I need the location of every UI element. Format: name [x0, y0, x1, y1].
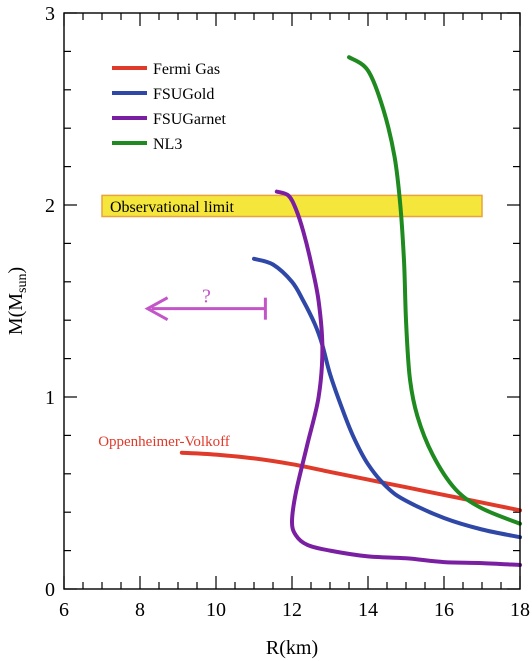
legend-label-fsugold: FSUGold: [153, 86, 214, 103]
x-tick-label: 6: [59, 599, 69, 621]
observational-limit-band: Observational limit: [101, 194, 483, 218]
legend-label-fermi-gas: Fermi Gas: [153, 61, 220, 78]
x-tick-label: 8: [135, 599, 145, 621]
x-axis-label: R(km): [266, 637, 318, 659]
arrow-head: [144, 296, 169, 321]
x-tick-label: 14: [358, 599, 378, 621]
legend-label-fsugarnet: FSUGarnet: [153, 111, 226, 128]
band-label: Observational limit: [110, 199, 235, 216]
legend: Fermi Gas FSUGold FSUGarnet NL3: [112, 61, 226, 153]
legend-label-nl3: NL3: [153, 136, 182, 153]
series-line-fermi-gas: [179, 450, 522, 513]
x-tick-label: 18: [510, 599, 530, 621]
y-axis-label-close: ): [5, 267, 27, 274]
annotations: Oppenheimer-Volkoff: [98, 434, 230, 450]
series-lines: [179, 55, 522, 567]
x-tick-label: 10: [206, 599, 226, 621]
y-tick-label: 1: [45, 387, 55, 409]
y-axis-label: M(Msun): [5, 267, 30, 335]
annotation-label: Oppenheimer-Volkoff: [98, 434, 230, 450]
question-arrow: ?: [144, 286, 267, 321]
series-line-fsugold: [252, 256, 522, 540]
series-line-fsugarnet: [274, 189, 522, 567]
y-tick-label: 0: [45, 579, 55, 601]
y-axis-label-sub: sun: [15, 273, 30, 292]
series-line-nl3: [347, 55, 522, 526]
y-axis-label-main: M(M: [5, 293, 27, 335]
y-tick-label: 2: [45, 195, 55, 217]
plot-frame: [63, 12, 521, 590]
axis-ticks: [63, 12, 521, 590]
arrow-label: ?: [202, 286, 211, 308]
x-tick-label: 16: [434, 599, 454, 621]
x-tick-label: 12: [282, 599, 302, 621]
band-rect: [101, 194, 483, 218]
y-tick-label: 3: [45, 3, 55, 25]
